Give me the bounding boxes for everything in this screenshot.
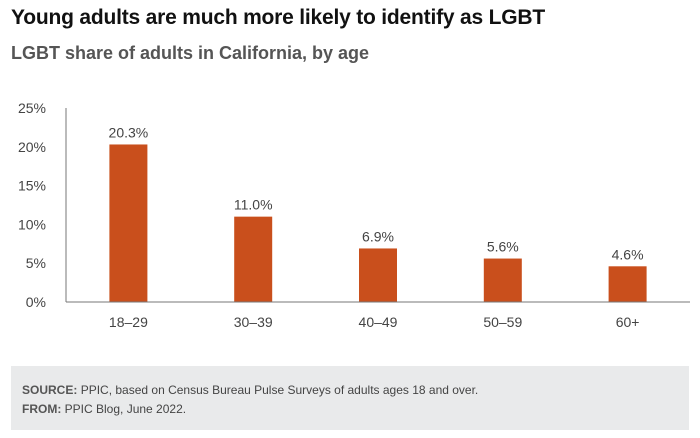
chart-title: Young adults are much more likely to ide… <box>11 6 545 29</box>
source-line: SOURCE: PPIC, based on Census Bureau Pul… <box>22 381 689 400</box>
bar-value-label: 11.0% <box>234 197 273 213</box>
bar <box>234 216 273 302</box>
y-tick-label: 15% <box>18 178 46 194</box>
y-tick-label: 20% <box>18 139 46 155</box>
x-axis: 18–29 30–39 40–49 50–59 60+ <box>66 301 690 330</box>
x-tick-label: 40–49 <box>359 314 398 330</box>
bar <box>608 266 647 302</box>
source-text: PPIC, based on Census Bureau Pulse Surve… <box>80 383 479 397</box>
x-tick-label: 50–59 <box>483 314 522 330</box>
bar-value-label: 4.6% <box>612 246 644 262</box>
chart-footer: SOURCE: PPIC, based on Census Bureau Pul… <box>11 366 689 430</box>
bar-value-label: 6.9% <box>362 228 394 244</box>
bars: 20.3% 11.0% 6.9% 5.6% 4.6% <box>109 124 647 302</box>
from-line: FROM: PPIC Blog, June 2022. <box>22 400 689 419</box>
from-text: PPIC Blog, June 2022. <box>64 402 187 416</box>
y-tick-label: 25% <box>18 100 46 116</box>
x-tick-label: 30–39 <box>234 314 273 330</box>
bar <box>483 258 522 302</box>
x-tick-label: 18–29 <box>109 314 148 330</box>
chart-subtitle: LGBT share of adults in California, by a… <box>11 43 370 63</box>
y-tick-label: 10% <box>18 216 46 232</box>
bar <box>109 144 148 302</box>
source-label: SOURCE: <box>22 383 78 397</box>
from-label: FROM: <box>22 402 62 416</box>
bar-value-label: 5.6% <box>487 239 519 255</box>
bar <box>359 248 397 302</box>
y-axis: 0% 5% 10% 15% 20% 25% <box>18 100 67 310</box>
bar-value-label: 20.3% <box>109 124 149 140</box>
y-tick-label: 0% <box>26 294 46 310</box>
y-tick-label: 5% <box>26 255 46 271</box>
x-tick-label: 60+ <box>616 314 640 330</box>
bar-chart: 0%5%10%15%20%25% 20.3%11.0%6.9%5.6% 4.6% … <box>18 100 690 330</box>
